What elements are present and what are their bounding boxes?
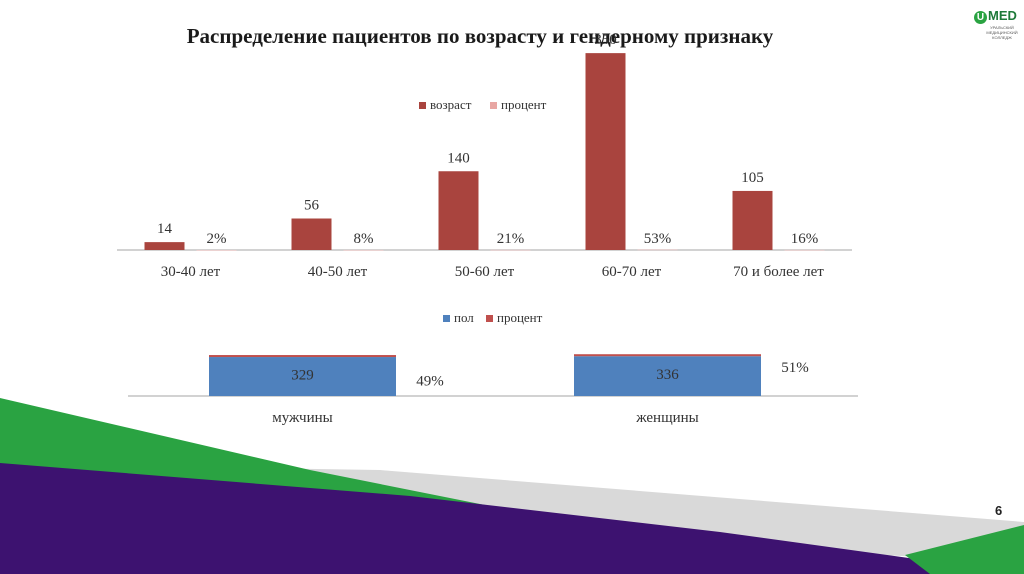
age-tick-label-4: 70 и более лет [733, 264, 824, 280]
gender-percent-segment-0 [209, 355, 396, 358]
age-bar-2 [438, 171, 479, 250]
age-legend-label-0: возраст [430, 97, 472, 112]
gender-bar-1 [574, 356, 761, 396]
page-title: Распределение пациентов по возрасту и ге… [186, 24, 774, 48]
gender-percent-label-1: 51% [781, 360, 809, 376]
age-legend-swatch-1 [490, 102, 497, 109]
gender-chart: пол процент 329 49% мужчины 336 51% женщины [128, 310, 858, 426]
age-percent-label-1: 8% [354, 231, 374, 247]
age-chart: возраст процент 14 2% 30-40 лет 56 8% 40-50 лет… [117, 32, 852, 280]
age-percent-label-4: 16% [791, 231, 819, 247]
age-tick-label-2: 50-60 лет [455, 264, 515, 280]
age-percent-label-0: 2% [207, 231, 227, 247]
age-legend-swatch-0 [419, 102, 426, 109]
gender-tick-label-0: мужчины [272, 410, 332, 426]
gender-legend-label-1: процент [497, 310, 543, 325]
age-value-label-1: 56 [304, 198, 320, 214]
gender-legend-swatch-0 [443, 315, 450, 322]
deco-green-corner [905, 525, 1024, 574]
logo-tagline: УРАЛЬСКИЙ МЕДИЦИНСКИЙ КОЛЛЕДЖ [986, 25, 1018, 40]
gender-legend-label-0: пол [454, 310, 474, 325]
page-number: 6 [995, 503, 1003, 518]
age-bar-4 [732, 190, 773, 250]
age-tick-label-1: 40-50 лет [308, 264, 368, 280]
gender-tick-label-1: женщины [635, 410, 699, 426]
logo-brand-text: MED [988, 8, 1017, 23]
age-percent-label-2: 21% [497, 231, 525, 247]
age-bar-0 [144, 242, 185, 250]
age-tick-label-3: 60-70 лет [602, 264, 662, 280]
logo: U MED УРАЛЬСКИЙ МЕДИЦИНСКИЙ КОЛЛЕДЖ [974, 6, 1020, 42]
age-value-label-2: 140 [447, 150, 470, 166]
age-value-label-0: 14 [157, 221, 173, 237]
age-tick-label-0: 30-40 лет [161, 264, 221, 280]
gender-percent-segment-1 [574, 354, 761, 357]
age-percent-label-3: 53% [644, 231, 672, 247]
gender-value-label-1: 336 [656, 367, 679, 383]
logo-u-circle: U [974, 11, 987, 24]
age-bar-1 [291, 218, 332, 250]
age-bar-3 [585, 53, 626, 250]
age-legend-label-1: процент [501, 97, 547, 112]
gender-bar-0 [209, 357, 396, 396]
gender-value-label-0: 329 [291, 368, 314, 384]
gender-percent-label-0: 49% [416, 374, 444, 390]
age-value-label-4: 105 [741, 170, 764, 186]
age-value-label-3: 350 [594, 32, 617, 48]
logo-brand: U MED [974, 8, 1017, 24]
deco-purple-wave [0, 463, 1024, 574]
gender-legend-swatch-1 [486, 315, 493, 322]
